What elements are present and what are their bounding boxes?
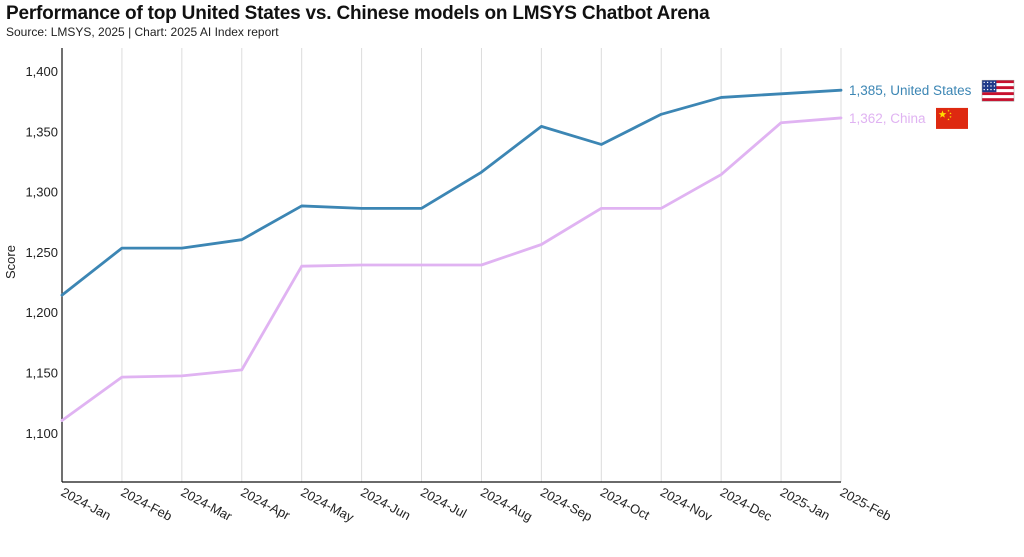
y-tick-label: 1,350 — [25, 124, 58, 139]
x-tick-label-2024-May: 2024-May — [298, 484, 357, 525]
x-tick-label-2024-Mar: 2024-Mar — [178, 484, 235, 524]
chart-subtitle: Source: LMSYS, 2025 | Chart: 2025 AI Ind… — [6, 25, 279, 39]
y-tick-label: 1,150 — [25, 366, 58, 381]
chart-title: Performance of top United States vs. Chi… — [6, 3, 710, 24]
x-tick-label-2024-Jun: 2024-Jun — [358, 484, 413, 523]
x-tick-label-2025-Jan: 2025-Jan — [778, 484, 833, 523]
x-tick-labels: 2024-Jan 2024-Feb 2024-Mar 2024-Apr 2024-May… — [59, 484, 894, 525]
y-tick-label: 1,200 — [25, 305, 58, 320]
x-tick-label-2024-Feb: 2024-Feb — [119, 484, 175, 523]
x-tick-label-2024-Jan: 2024-Jan — [59, 484, 114, 523]
end-labels: 1,385, United States 1,362, China — [849, 79, 1015, 129]
series-line-united-states — [60, 88, 843, 297]
end-label-china: 1,362, China — [849, 111, 926, 126]
x-tick-label-2024-Oct: 2024-Oct — [598, 484, 653, 523]
us-flag-icon — [981, 79, 1015, 102]
y-tick-labels: 1,100 1,150 1,200 1,250 1,300 1,350 1,400 — [25, 64, 58, 441]
y-tick-label: 1,250 — [25, 245, 58, 260]
grid-lines — [121, 48, 842, 482]
series-lines — [60, 88, 843, 422]
y-tick-label: 1,300 — [25, 185, 58, 200]
y-tick-label: 1,400 — [25, 64, 58, 79]
x-tick-label-2024-Jul: 2024-Jul — [418, 484, 469, 521]
y-axis-title: Score — [3, 245, 18, 279]
axes — [61, 48, 841, 483]
y-tick-label: 1,100 — [25, 426, 58, 441]
x-tick-label-2024-Aug: 2024-Aug — [478, 484, 535, 524]
x-tick-label-2024-Sep: 2024-Sep — [538, 484, 595, 524]
china-flag-icon — [936, 107, 968, 129]
series-line-china — [60, 116, 843, 422]
end-label-united-states: 1,385, United States — [849, 83, 972, 98]
x-tick-label-2024-Apr: 2024-Apr — [238, 484, 293, 523]
x-tick-label-2025-Feb: 2025-Feb — [838, 484, 894, 523]
x-tick-label-2024-Nov: 2024-Nov — [658, 484, 715, 524]
x-tick-label-2024-Dec: 2024-Dec — [718, 484, 775, 524]
